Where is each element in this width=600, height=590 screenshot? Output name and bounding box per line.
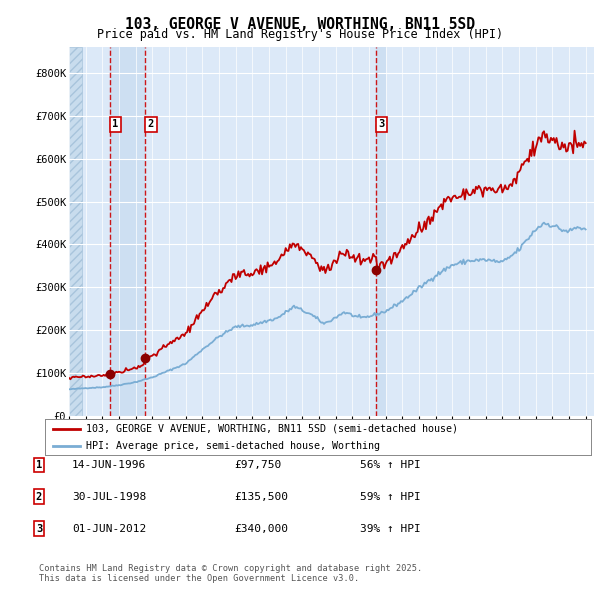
Text: 1: 1 bbox=[112, 119, 119, 129]
Text: 103, GEORGE V AVENUE, WORTHING, BN11 5SD: 103, GEORGE V AVENUE, WORTHING, BN11 5SD bbox=[125, 17, 475, 31]
Text: Price paid vs. HM Land Registry's House Price Index (HPI): Price paid vs. HM Land Registry's House … bbox=[97, 28, 503, 41]
Bar bbox=[69, 47, 82, 416]
Bar bbox=[376, 47, 386, 416]
Text: £340,000: £340,000 bbox=[234, 524, 288, 533]
Text: 2: 2 bbox=[36, 492, 42, 502]
Text: 56% ↑ HPI: 56% ↑ HPI bbox=[360, 460, 421, 470]
Text: HPI: Average price, semi-detached house, Worthing: HPI: Average price, semi-detached house,… bbox=[86, 441, 380, 451]
Text: 2: 2 bbox=[148, 119, 154, 129]
Text: 1: 1 bbox=[36, 460, 42, 470]
Text: 103, GEORGE V AVENUE, WORTHING, BN11 5SD (semi-detached house): 103, GEORGE V AVENUE, WORTHING, BN11 5SD… bbox=[86, 424, 458, 434]
Bar bbox=[110, 47, 145, 416]
Text: 39% ↑ HPI: 39% ↑ HPI bbox=[360, 524, 421, 533]
Text: 59% ↑ HPI: 59% ↑ HPI bbox=[360, 492, 421, 502]
Text: Contains HM Land Registry data © Crown copyright and database right 2025.
This d: Contains HM Land Registry data © Crown c… bbox=[39, 563, 422, 583]
Text: 3: 3 bbox=[36, 524, 42, 533]
Text: 30-JUL-1998: 30-JUL-1998 bbox=[72, 492, 146, 502]
Text: 14-JUN-1996: 14-JUN-1996 bbox=[72, 460, 146, 470]
Bar bbox=[69, 47, 82, 416]
Text: £97,750: £97,750 bbox=[234, 460, 281, 470]
Text: 01-JUN-2012: 01-JUN-2012 bbox=[72, 524, 146, 533]
Text: 3: 3 bbox=[379, 119, 385, 129]
Text: £135,500: £135,500 bbox=[234, 492, 288, 502]
